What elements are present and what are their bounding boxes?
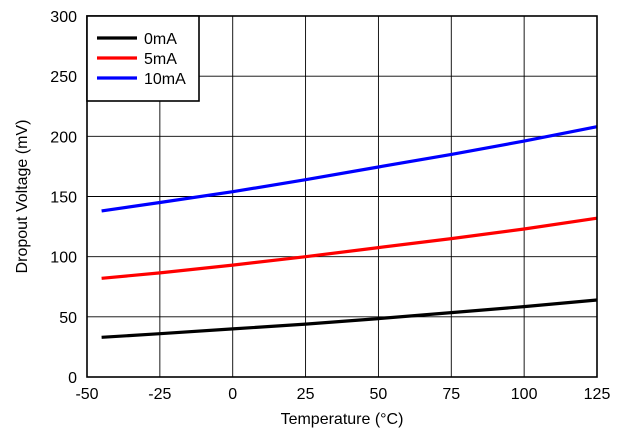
y-tick-label: 0 xyxy=(68,370,77,387)
y-tick-labels: 0 50 100 150 200 250 300 xyxy=(50,9,77,387)
series-line-5mA xyxy=(101,216,598,280)
y-tick-label: 150 xyxy=(50,190,77,207)
y-axis-label: Dropout Voltage (mV) xyxy=(14,120,31,274)
x-tick-labels: -50 -25 0 25 50 75 100 125 xyxy=(75,386,610,403)
y-tick-label: 50 xyxy=(59,310,77,327)
y-tick-label: 250 xyxy=(50,69,77,86)
y-tick-label: 300 xyxy=(50,9,77,26)
series-line-0mA xyxy=(101,298,598,339)
y-tick-label: 100 xyxy=(50,250,77,267)
legend: 0mA 5mA 10mA xyxy=(86,15,200,102)
x-axis-label: Temperature (°C) xyxy=(281,411,404,428)
legend-label-10mA: 10mA xyxy=(144,71,186,88)
x-tick-label: 125 xyxy=(584,386,611,403)
y-tick-label: 200 xyxy=(50,129,77,146)
legend-label-5mA: 5mA xyxy=(144,51,177,68)
series-lines xyxy=(101,125,598,339)
x-tick-label: 0 xyxy=(228,386,237,403)
plot-frame xyxy=(86,15,598,378)
x-tick-label: 25 xyxy=(297,386,315,403)
legend-label-0mA: 0mA xyxy=(144,31,177,48)
x-tick-label: 75 xyxy=(442,386,460,403)
x-tick-label: 50 xyxy=(370,386,388,403)
series-line-10mA xyxy=(101,125,598,213)
x-tick-label: -50 xyxy=(75,386,98,403)
x-tick-label: -25 xyxy=(148,386,171,403)
x-tick-label: 100 xyxy=(511,386,538,403)
